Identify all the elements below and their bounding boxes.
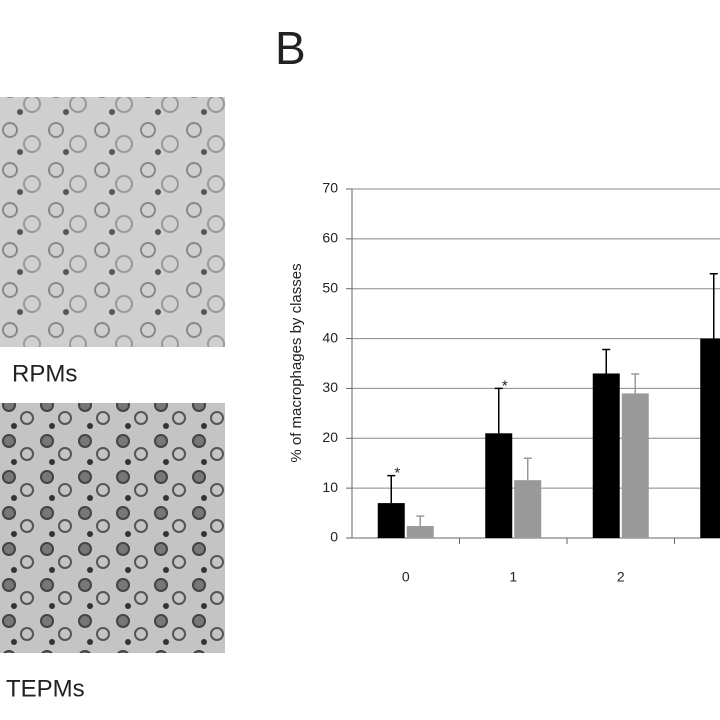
y-axis-label: % of macrophages by classes [288,263,305,462]
bar [377,503,405,538]
bar [592,373,620,538]
y-tick-label: 60 [322,230,338,246]
x-tick-label: 2 [617,569,625,585]
error-bar [494,387,503,434]
bar [700,338,720,538]
image-label: RPMs [12,360,77,387]
y-tick-label: 10 [322,479,338,495]
x-tick-label: 0 [402,569,410,585]
bar [621,393,649,538]
bar [485,433,513,538]
image-label: TEPMs [6,675,85,702]
bar [514,480,542,538]
annotation: * [502,377,508,394]
error-bar [602,348,611,374]
y-tick-label: 0 [330,529,338,545]
y-tick-label: 30 [322,379,338,395]
plot: 0 10 20 30 40 50 60 70 0 * 1 * 2 [322,180,720,585]
y-tick-label: 50 [322,279,338,295]
bar [406,526,434,538]
y-tick-label: 20 [322,429,338,445]
y-tick-label: 70 [322,180,338,196]
micrograph [0,403,225,653]
error-bar [631,373,640,394]
error-bar [416,515,425,527]
micrograph [0,97,225,347]
error-bar [709,273,718,339]
x-tick-label: 1 [509,569,517,585]
error-bar [387,474,396,504]
panel-label: B [275,22,306,74]
annotation: * [394,465,400,482]
y-tick-label: 40 [322,329,338,345]
error-bar [523,457,532,481]
